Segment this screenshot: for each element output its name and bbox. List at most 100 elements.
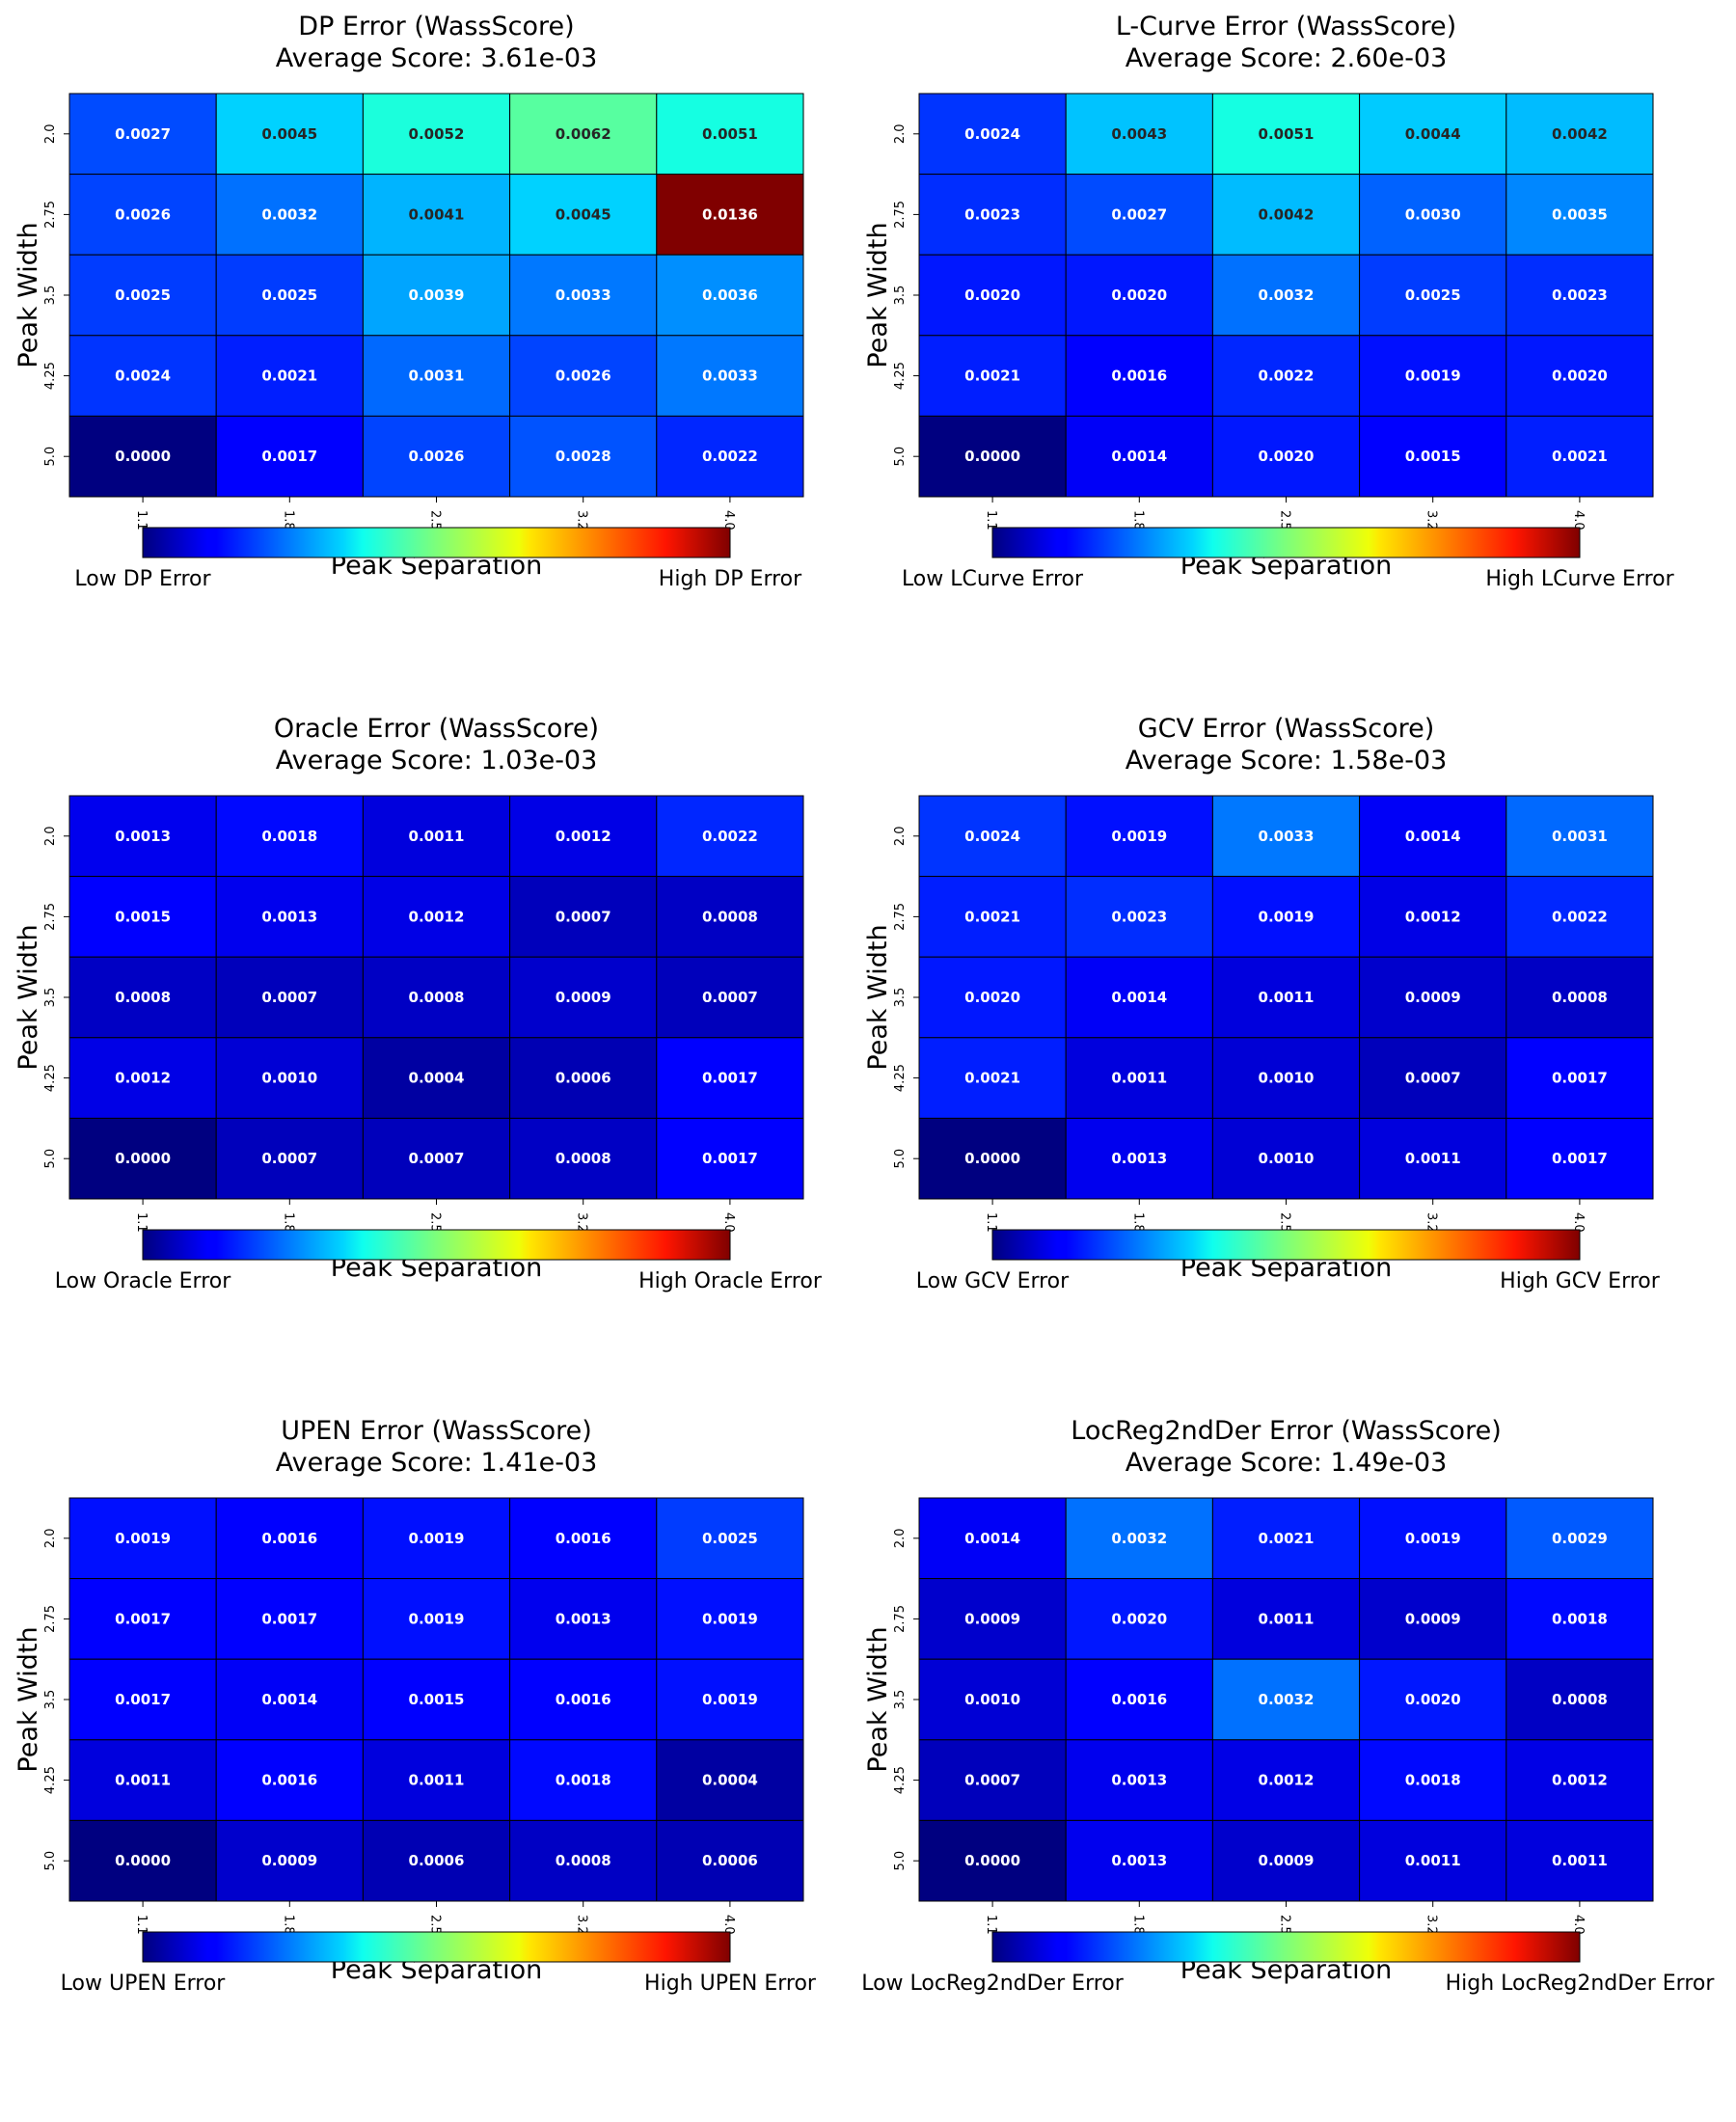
x-tick-label: 4.0: [1571, 1212, 1586, 1233]
heatmap-cell-label: 0.0022: [702, 828, 758, 845]
y-tick-label: 2.75: [43, 903, 58, 931]
heatmap-cell-label: 0.0019: [409, 1610, 465, 1627]
heatmap-cell: [918, 254, 1067, 337]
heatmap-cell-label: 0.0013: [261, 908, 317, 925]
heatmap-cell: [656, 1578, 804, 1660]
heatmap-cell-label: 0.0051: [702, 125, 758, 143]
heatmap-cell: [1505, 956, 1654, 1039]
heatmap-cell-label: 0.0045: [556, 205, 611, 223]
heatmap-cell-label: 0.0009: [1405, 1610, 1461, 1627]
heatmap-cell: [509, 335, 658, 417]
y-tick-label: 3.5: [893, 988, 908, 1008]
colorbar: [991, 1931, 1581, 1963]
heatmap-cell: [1359, 1819, 1507, 1902]
y-tick-label: 5.0: [43, 1851, 58, 1871]
heatmap-cell: [215, 1497, 364, 1580]
colorbar-low-label: Low UPEN Error: [61, 1972, 227, 1996]
heatmap-cell: [1359, 956, 1507, 1039]
heatmap-cell-label: 0.0042: [1552, 125, 1608, 143]
heatmap-cell-label: 0.0009: [261, 1852, 317, 1869]
heatmap-cell-label: 0.0013: [556, 1610, 611, 1627]
heatmap-cell: [509, 254, 658, 337]
heatmap-cell: [1359, 1117, 1507, 1200]
heatmap-cell-label: 0.0014: [1405, 828, 1461, 845]
heatmap-cell: [68, 876, 217, 958]
heatmap-cell-label: 0.0008: [409, 989, 465, 1006]
heatmap-panel: Oracle Error (WassScore)Average Score: 1…: [14, 714, 823, 1293]
heatmap-cell: [68, 174, 217, 256]
heatmap-cell-label: 0.0020: [1552, 367, 1608, 385]
colorbar-high-label: High GCV Error: [1500, 1269, 1661, 1293]
heatmap-cell-label: 0.0006: [409, 1852, 465, 1869]
heatmap-cell: [1505, 1578, 1654, 1660]
x-tick-label: 1.1: [984, 1212, 998, 1233]
heatmap-cell-label: 0.0011: [1259, 989, 1315, 1006]
heatmap-cell: [362, 415, 511, 498]
heatmap-panel: GCV Error (WassScore)Average Score: 1.58…: [863, 714, 1661, 1293]
heatmap-panel: LocReg2ndDer Error (WassScore)Average Sc…: [861, 1416, 1715, 1996]
heatmap-cell: [1359, 1497, 1507, 1580]
y-tick-label: 4.25: [893, 362, 908, 390]
heatmap-cell-label: 0.0012: [1259, 1772, 1315, 1789]
heatmap-cell-label: 0.0014: [964, 1530, 1020, 1547]
heatmap-cell: [1359, 795, 1507, 878]
heatmap-cell-label: 0.0007: [261, 1150, 317, 1167]
y-tick-label: 2.0: [43, 123, 58, 144]
heatmap-cell: [1359, 93, 1507, 176]
heatmap-cell: [362, 1497, 511, 1580]
heatmap-cell-label: 0.0014: [1111, 448, 1167, 465]
y-tick-label: 5.0: [893, 1149, 908, 1169]
heatmap-panel: UPEN Error (WassScore)Average Score: 1.4…: [14, 1416, 817, 1996]
heatmap-cell-label: 0.0019: [1111, 828, 1167, 845]
heatmap-cell-label: 0.0017: [702, 1070, 758, 1087]
y-tick-label: 5.0: [893, 1851, 908, 1871]
heatmap-cell-label: 0.0023: [1552, 286, 1608, 304]
heatmap-cell: [1211, 1819, 1361, 1902]
heatmap-panel: L-Curve Error (WassScore)Average Score: …: [863, 12, 1675, 591]
heatmap-cell-label: 0.0010: [261, 1070, 317, 1087]
heatmap-cell: [215, 1819, 364, 1902]
heatmap-cell-label: 0.0006: [702, 1852, 758, 1869]
heatmap-cell-label: 0.0019: [115, 1530, 171, 1547]
heatmap-cell-label: 0.0010: [1259, 1150, 1315, 1167]
x-tick-label: 1.1: [134, 1915, 149, 1935]
heatmap-cell-label: 0.0009: [1259, 1852, 1315, 1869]
heatmap-cell: [1065, 795, 1213, 878]
colorbar: [142, 1931, 731, 1963]
chart-title: GCV Error (WassScore): [1138, 714, 1435, 744]
heatmap-cell-label: 0.0035: [1552, 205, 1608, 223]
heatmap-cell-label: 0.0008: [702, 908, 758, 925]
colorbar-low-label: Low LCurve Error: [902, 567, 1084, 591]
heatmap-cell-label: 0.0000: [115, 448, 171, 465]
heatmap-cell: [362, 956, 511, 1039]
y-axis-label: Peak Width: [14, 1626, 43, 1772]
heatmap-cell: [1065, 876, 1213, 958]
x-tick-label: 1.1: [134, 1212, 149, 1233]
heatmap-cell: [656, 415, 804, 498]
heatmap-cell-label: 0.0013: [1111, 1150, 1167, 1167]
heatmap-cell: [1505, 1658, 1654, 1741]
y-tick-label: 2.0: [43, 1528, 58, 1548]
chart-subtitle: Average Score: 1.58e-03: [1126, 746, 1448, 775]
heatmap-cell-label: 0.0013: [1111, 1852, 1167, 1869]
heatmap-cell: [918, 1578, 1067, 1660]
heatmap-cell-label: 0.0016: [1111, 1691, 1167, 1708]
heatmap-cell: [656, 1117, 804, 1200]
heatmap-cell: [656, 1739, 804, 1821]
heatmap-cell: [656, 956, 804, 1039]
heatmap-cell: [362, 1117, 511, 1200]
heatmap-cell: [509, 1117, 658, 1200]
heatmap-cell-label: 0.0000: [964, 448, 1020, 465]
x-tick-label: 4.0: [721, 510, 736, 530]
heatmap-cell-label: 0.0004: [409, 1070, 465, 1087]
heatmap-cell-label: 0.0012: [115, 1070, 171, 1087]
heatmap-cell: [1505, 174, 1654, 256]
heatmap-cell: [68, 415, 217, 498]
colorbar-low-label: Low DP Error: [74, 567, 211, 591]
heatmap-cell: [68, 1117, 217, 1200]
chart-subtitle: Average Score: 1.41e-03: [276, 1448, 598, 1478]
heatmap-cell: [215, 1117, 364, 1200]
heatmap-cell-label: 0.0007: [964, 1772, 1020, 1789]
heatmap-cell: [1065, 93, 1213, 176]
heatmap-cell-label: 0.0031: [409, 367, 465, 385]
